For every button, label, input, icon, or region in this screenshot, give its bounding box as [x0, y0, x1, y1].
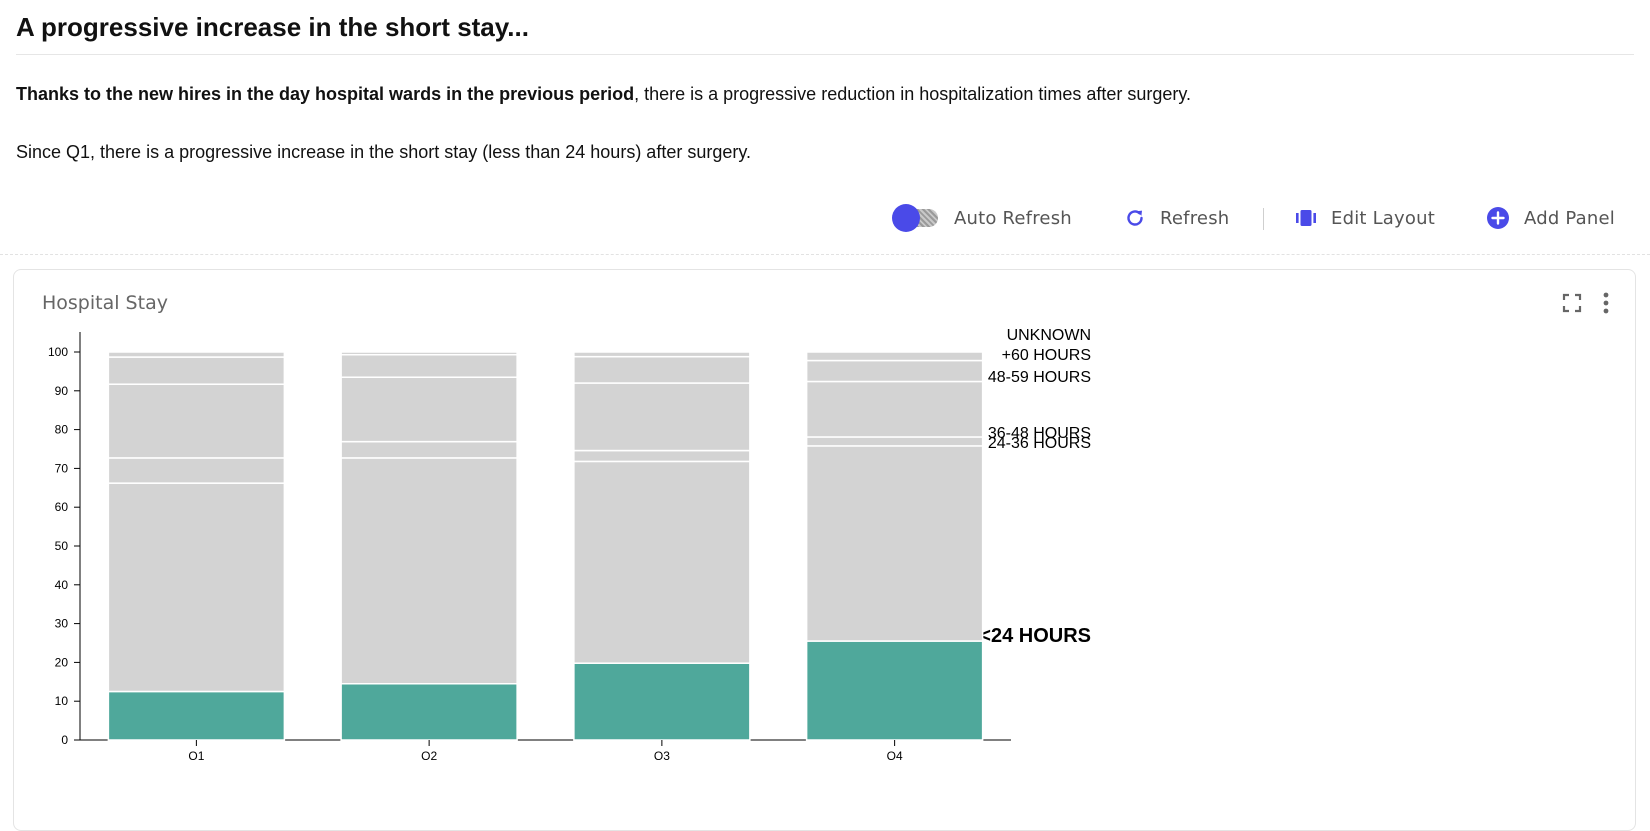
dashboard-toolbar: Auto Refresh Refresh Edit Layout Add Pan… — [0, 200, 1650, 236]
y-tick-label: 90 — [55, 384, 69, 398]
x-tick-label: Q4 — [887, 749, 903, 760]
bar-segment-q2-3 — [340, 376, 518, 443]
toolbar-divider — [1263, 208, 1264, 230]
y-tick-label: 30 — [55, 617, 69, 631]
y-tick-label: 100 — [48, 345, 68, 359]
toggle-switch[interactable] — [892, 204, 938, 232]
bar-segment-q2-1 — [340, 457, 518, 685]
insight-paragraph-1: Thanks to the new hires in the day hospi… — [16, 84, 1191, 105]
bar-segment-q4-2 — [805, 436, 984, 447]
y-tick-label: 70 — [55, 461, 69, 475]
legend-label-36-48: 36-48 HOURS — [988, 425, 1091, 442]
bar-segment-q4-5 — [805, 351, 984, 362]
x-tick-label: Q1 — [188, 749, 204, 760]
bar-segment-q3-5 — [573, 351, 751, 358]
add-circle-icon — [1486, 206, 1510, 230]
bar-segment-q4-4 — [805, 359, 984, 383]
bar-segment-q4-3 — [805, 380, 984, 438]
edit-layout-label: Edit Layout — [1331, 207, 1435, 229]
bar-segment-q2-4 — [340, 353, 518, 378]
toolbar-divider-line — [0, 254, 1650, 255]
bar-segment-q3-1 — [573, 460, 751, 664]
y-tick-label: 0 — [61, 733, 68, 747]
refresh-icon — [1124, 207, 1146, 229]
expand-icon[interactable] — [1559, 290, 1585, 316]
refresh-label: Refresh — [1160, 207, 1230, 229]
legend-label-48-59: 48-59 HOURS — [988, 369, 1091, 386]
refresh-button[interactable]: Refresh — [1124, 200, 1229, 236]
bar-segment-q3-3 — [573, 382, 751, 452]
bar-segment-q4-0 — [805, 640, 984, 741]
y-tick-label: 60 — [55, 500, 69, 514]
bar-segment-q3-2 — [573, 449, 751, 463]
bar-segment-q1-1 — [107, 482, 286, 693]
add-panel-label: Add Panel — [1524, 207, 1615, 229]
bar-segment-q2-0 — [340, 682, 518, 741]
auto-refresh-label: Auto Refresh — [954, 207, 1072, 229]
panel-title: Hospital Stay — [42, 292, 168, 314]
legend-label-24-36: 24-36 HOURS — [988, 435, 1091, 452]
add-panel-button[interactable]: Add Panel — [1486, 200, 1615, 236]
toggle-knob — [892, 204, 920, 232]
insight-paragraph-2: Since Q1, there is a progressive increas… — [16, 142, 752, 162]
stacked-bar-chart: UNKNOWN +60 HOURS 48-59 HOURS 36-48 HOUR… — [48, 327, 1091, 760]
legend-label-under-24: <24 HOURS — [979, 625, 1091, 647]
title-divider — [16, 54, 1634, 55]
hospital-stay-panel: Hospital Stay UNKNOWN +60 HOURS 48-59 HO… — [13, 269, 1636, 831]
legend-label-60-plus: +60 HOURS — [1002, 347, 1091, 364]
bar-segment-q1-2 — [107, 457, 286, 484]
auto-refresh-toggle[interactable]: Auto Refresh — [892, 200, 1072, 236]
bar-segment-q1-5 — [107, 351, 286, 358]
y-tick-label: 20 — [55, 655, 69, 669]
insight-paragraph-1-bold: Thanks to the new hires in the day hospi… — [16, 84, 635, 104]
edit-layout-button[interactable]: Edit Layout — [1295, 200, 1435, 236]
y-tick-label: 10 — [55, 694, 69, 708]
y-tick-label: 80 — [55, 423, 69, 437]
bar-segment-q3-0 — [573, 662, 751, 741]
x-tick-label: Q3 — [654, 749, 670, 760]
bar-segment-q1-3 — [107, 383, 286, 459]
insight-paragraph-1-rest: , there is a progressive reduction in ho… — [634, 84, 1192, 104]
y-tick-label: 50 — [55, 539, 69, 553]
bar-segment-q3-4 — [573, 355, 751, 384]
bar-segment-q1-4 — [107, 356, 286, 385]
page-title: A progressive increase in the short stay… — [16, 12, 529, 42]
more-vertical-icon[interactable] — [1593, 290, 1619, 316]
bar-segment-q1-0 — [107, 690, 286, 741]
x-tick-label: Q2 — [421, 749, 437, 760]
bar-segment-q2-2 — [340, 440, 518, 459]
bar-segment-q2-5 — [340, 351, 518, 356]
legend-label-unknown: UNKNOWN — [1007, 327, 1091, 344]
edit-layout-icon — [1295, 207, 1317, 229]
bar-segment-q4-1 — [805, 445, 984, 642]
y-tick-label: 40 — [55, 578, 69, 592]
